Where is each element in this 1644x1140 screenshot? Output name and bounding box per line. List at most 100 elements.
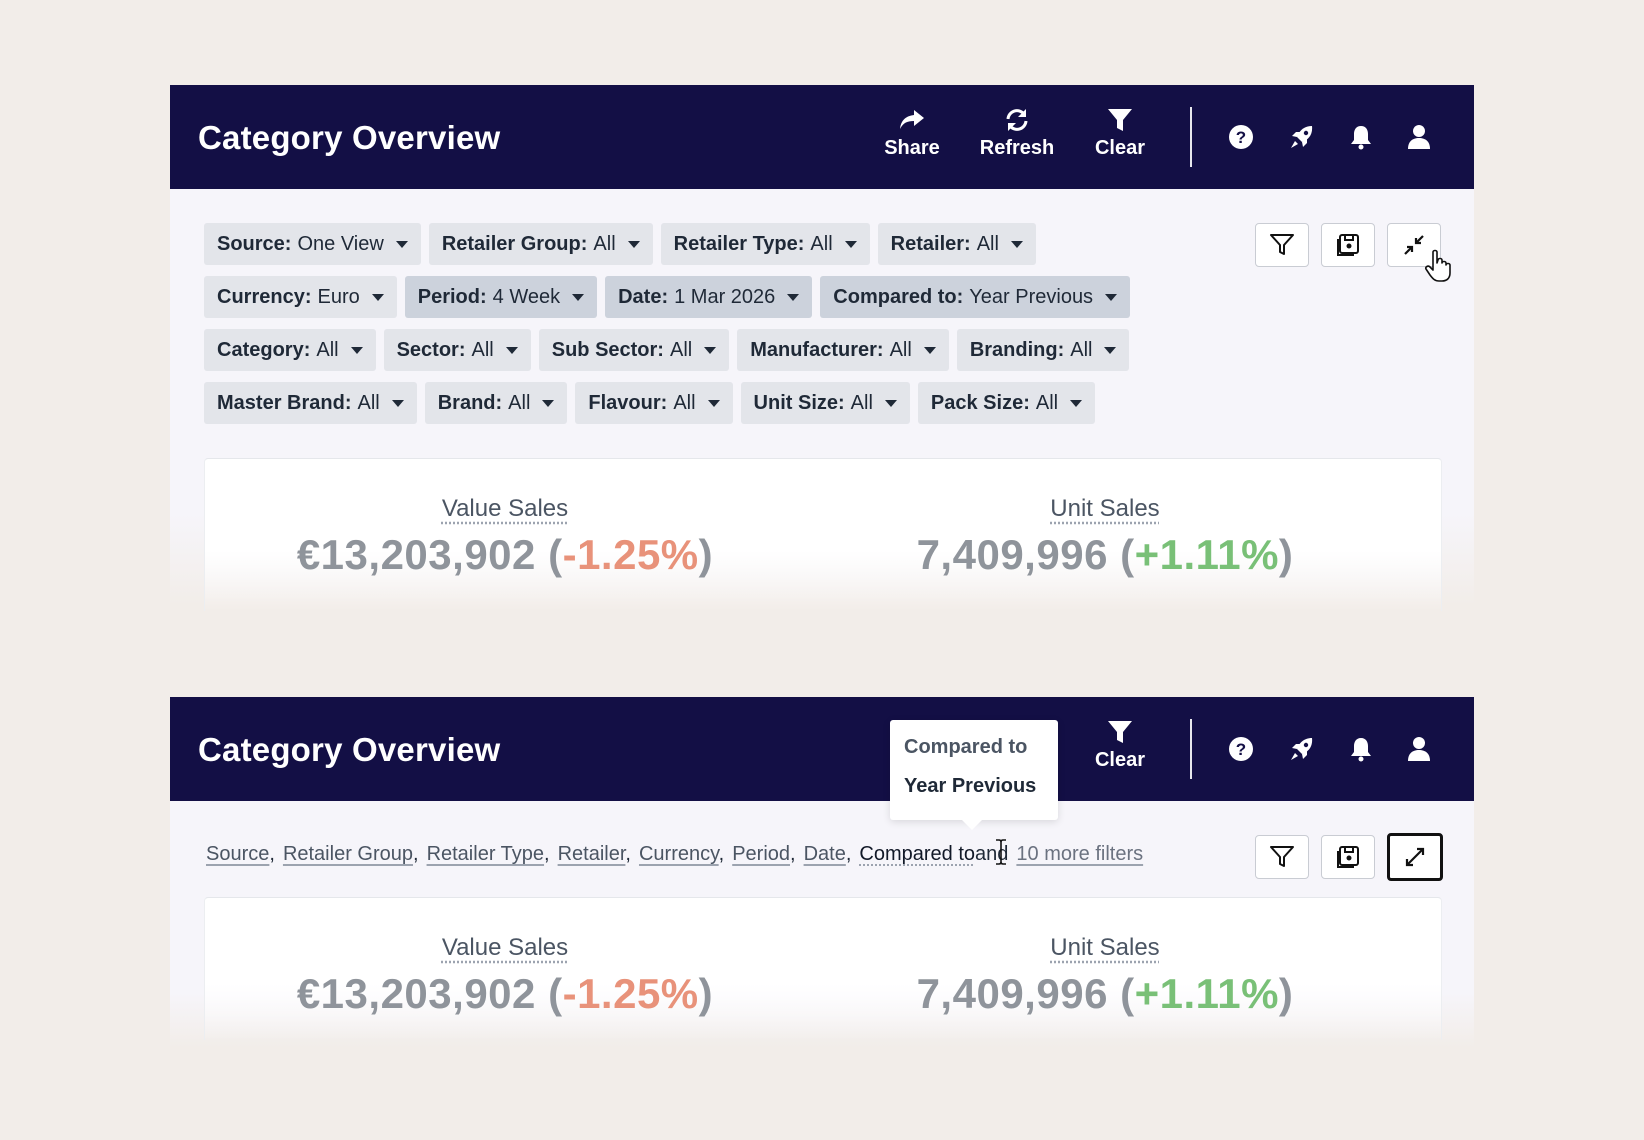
chip-label: Flavour: (588, 391, 668, 414)
filter-compared-to[interactable]: Compared to: Year Previous (820, 276, 1131, 318)
summary-link[interactable]: Period (732, 843, 791, 865)
summary-link[interactable]: Source (206, 843, 270, 865)
chip-value: All (508, 391, 531, 414)
filter-toggle-button[interactable] (1255, 223, 1309, 267)
unit-sales-label[interactable]: Unit Sales (1050, 934, 1160, 961)
caret-down-icon (371, 293, 384, 301)
separator: , (544, 843, 550, 865)
filter-flavour[interactable]: Flavour: All (575, 382, 733, 424)
filter-retailer-group[interactable]: Retailer Group: All (428, 223, 653, 265)
paren-close: ) (1278, 970, 1294, 1017)
separator: , (845, 843, 852, 865)
chip-label: Date: (618, 285, 669, 308)
filter-pack-size[interactable]: Pack Size: All (917, 382, 1096, 424)
hand-cursor-icon (1425, 249, 1451, 282)
page-title: Category Overview (198, 731, 501, 768)
unit-sales-label[interactable]: Unit Sales (1050, 495, 1160, 522)
chip-value: One View (297, 232, 384, 255)
help-icon[interactable]: ? (1227, 735, 1255, 763)
header-divider (1190, 107, 1192, 167)
chip-label: Unit Size: (753, 391, 845, 414)
header-divider (1190, 719, 1192, 779)
filter-date[interactable]: Date: 1 Mar 2026 (605, 276, 813, 318)
rocket-icon[interactable] (1288, 123, 1316, 151)
collapse-icon (1404, 235, 1424, 255)
chip-value: All (357, 391, 380, 414)
clear-button[interactable]: Clear (1070, 107, 1170, 160)
filter-row: Master Brand: All Brand: All Flavour: All U… (204, 382, 1204, 424)
user-icon[interactable] (1405, 735, 1433, 763)
filter-source[interactable]: Source: One View (204, 223, 421, 265)
help-icon[interactable]: ? (1227, 123, 1255, 151)
value-sales-label[interactable]: Value Sales (441, 934, 569, 961)
user-icon[interactable] (1405, 123, 1433, 151)
caret-down-icon (627, 240, 640, 248)
filter-branding[interactable]: Branding: All (956, 329, 1130, 371)
clear-button[interactable]: Clear (1070, 719, 1170, 772)
bell-icon[interactable] (1347, 735, 1375, 763)
chip-value: All (316, 338, 339, 361)
rocket-icon[interactable] (1288, 735, 1316, 763)
summary-link[interactable]: Retailer Type (426, 843, 545, 865)
chip-value: Euro (317, 285, 360, 308)
chip-label: Category: (217, 338, 311, 361)
funnel-icon (1108, 721, 1132, 743)
caret-down-icon (542, 399, 555, 407)
filter-unit-size[interactable]: Unit Size: All (740, 382, 910, 424)
filter-toggle-button[interactable] (1255, 835, 1309, 879)
save-icon (1337, 846, 1359, 868)
clear-label: Clear (1094, 749, 1146, 771)
header-bar: Category Overview Clear ? (170, 697, 1474, 801)
chip-value: All (976, 232, 999, 255)
value-sales-value: €13,203,902 (-1.25%) (205, 531, 805, 579)
metrics-card: Value Sales €13,203,902 (-1.25%) Unit Sa… (204, 897, 1442, 1040)
save-view-button[interactable] (1321, 835, 1375, 879)
share-button[interactable]: Share (862, 107, 962, 160)
caret-down-icon (1070, 399, 1083, 407)
chip-label: Sector: (396, 338, 466, 361)
paren-close: ) (1278, 531, 1294, 578)
separator: , (413, 843, 419, 865)
chip-value: All (889, 338, 912, 361)
summary-link[interactable]: Retailer (557, 843, 626, 865)
summary-link[interactable]: Retailer Group (282, 843, 413, 865)
chip-label: Retailer Group: (441, 232, 588, 255)
caret-down-icon (391, 399, 404, 407)
chip-label: Sub Sector: (551, 338, 664, 361)
summary-link[interactable]: Date (803, 843, 846, 865)
unit-sales-number: 7,409,996 (916, 531, 1108, 578)
filter-master-brand[interactable]: Master Brand: All (204, 382, 417, 424)
filter-category[interactable]: Category: All (204, 329, 376, 371)
bell-icon[interactable] (1347, 123, 1375, 151)
summary-link-compared-to[interactable]: Compared to (859, 843, 976, 865)
header-bar: Category Overview Share Refresh Clear ? (170, 85, 1474, 189)
filter-row: Category: All Sector: All Sub Sector: All M… (204, 329, 1204, 371)
filter-sector[interactable]: Sector: All (383, 329, 531, 371)
dashboard-collapsed: Category Overview Clear ? Source, Retaile… (170, 697, 1474, 1047)
filter-manufacturer[interactable]: Manufacturer: All (737, 329, 949, 371)
summary-link[interactable]: Currency (638, 843, 719, 865)
chip-label: Currency: (217, 285, 312, 308)
collapse-filters-button[interactable] (1387, 223, 1441, 267)
more-filters-link[interactable]: 10 more filters (1016, 843, 1144, 865)
filter-retailer-type[interactable]: Retailer Type: All (660, 223, 870, 265)
unit-sales-value: 7,409,996 (+1.11%) (805, 531, 1405, 579)
filter-sub-sector[interactable]: Sub Sector: All (538, 329, 730, 371)
svg-text:?: ? (1236, 128, 1246, 147)
refresh-icon (1006, 109, 1028, 131)
save-view-button[interactable] (1321, 223, 1375, 267)
expand-filters-button[interactable] (1387, 833, 1443, 881)
separator: , (718, 843, 725, 865)
value-sales-number: €13,203,902 (296, 531, 536, 578)
refresh-button[interactable]: Refresh (967, 107, 1067, 160)
filter-currency[interactable]: Currency: Euro (204, 276, 397, 318)
chip-value: All (673, 391, 696, 414)
caret-down-icon (707, 399, 720, 407)
chip-value: All (669, 338, 693, 361)
value-sales-label[interactable]: Value Sales (441, 495, 569, 522)
filter-brand[interactable]: Brand: All (424, 382, 568, 424)
chip-label: Source: (217, 232, 292, 255)
filter-retailer[interactable]: Retailer: All (877, 223, 1036, 265)
value-sales-number: €13,203,902 (296, 970, 536, 1017)
filter-period[interactable]: Period: 4 Week (404, 276, 598, 318)
